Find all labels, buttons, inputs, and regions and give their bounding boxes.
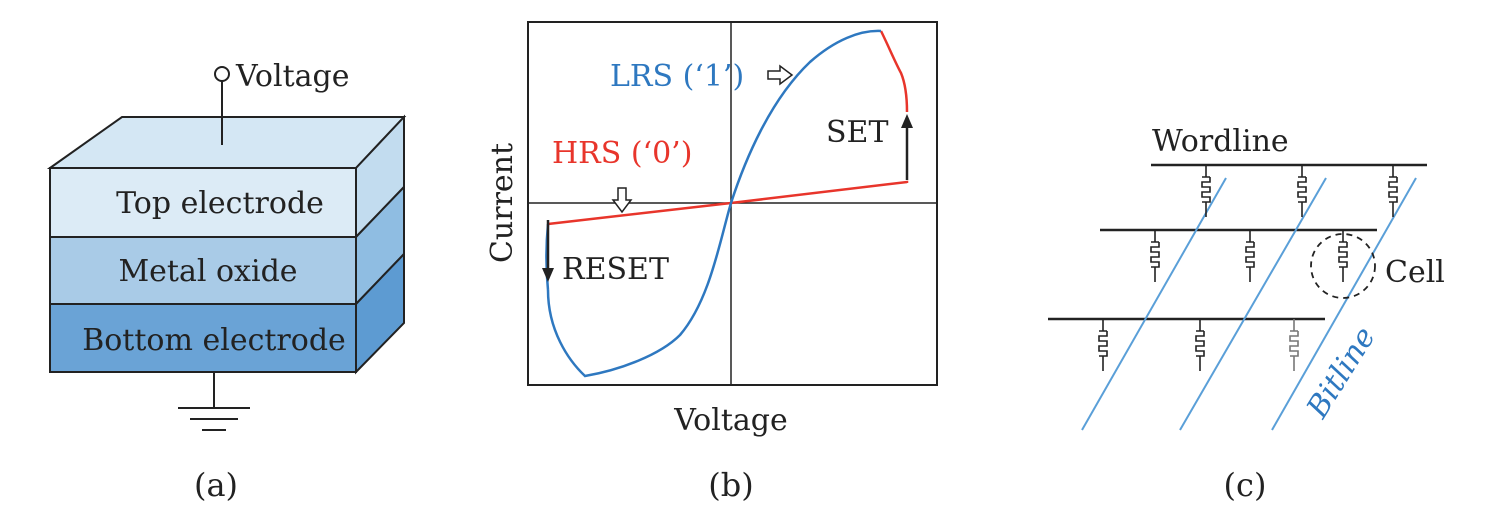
bitline-label: Bitline	[1300, 321, 1383, 425]
resistor-cell-icon	[1297, 165, 1307, 217]
cell-label: Cell	[1385, 255, 1445, 290]
caption-c: (c)	[1224, 466, 1267, 504]
lrs-label: LRS (‘1’)	[610, 59, 744, 94]
hrs-pointer-arrow-icon	[611, 187, 633, 214]
voltage-terminal-icon	[214, 66, 230, 82]
caption-b: (b)	[708, 466, 753, 504]
resistor-cell-icon	[1150, 230, 1160, 282]
resistor-cell-icon	[1245, 230, 1255, 282]
top-electrode-label: Top electrode	[116, 186, 324, 221]
bitline-3	[1271, 177, 1417, 431]
resistor-cell-icon	[1195, 319, 1205, 371]
reset-arrow-head	[542, 268, 554, 282]
panel-b: LRS (‘1’) HRS (‘0’) SET RESET Voltage Cu…	[485, 21, 938, 504]
reset-label: RESET	[562, 252, 669, 287]
set-arrow-head	[901, 114, 913, 128]
bottom-electrode-label: Bottom electrode	[82, 323, 346, 358]
lrs-pointer-arrow-icon	[767, 64, 794, 86]
x-axis-label: Voltage	[673, 403, 787, 438]
stack-top-face	[46, 116, 407, 169]
wordline-label: Wordline	[1152, 124, 1289, 159]
ground-icon	[178, 372, 250, 431]
lrs-curve	[546, 29, 882, 378]
caption-a: (a)	[194, 466, 238, 504]
metal-oxide-label: Metal oxide	[118, 254, 297, 289]
bitline-2	[1179, 177, 1327, 431]
resistor-cell-icon	[1338, 230, 1348, 282]
bitline-1	[1081, 177, 1227, 431]
hrs-curve	[547, 180, 909, 226]
panel-a: Voltage Top electrode Metal oxide Bottom…	[46, 59, 407, 504]
voltage-terminal-label: Voltage	[235, 59, 349, 94]
hrs-label: HRS (‘0’)	[552, 136, 692, 171]
bottom-electrode-layer	[49, 303, 357, 373]
resistor-cell-icon	[1201, 165, 1211, 217]
metal-oxide-layer	[49, 236, 357, 305]
resistor-cell-icon	[1388, 165, 1398, 217]
set-transition-curve	[879, 30, 909, 113]
cell-array	[1098, 165, 1398, 371]
y-axis-label: Current	[485, 143, 520, 263]
cell-highlight-circle	[1310, 233, 1376, 299]
panel-c: Wordline Cell Bitline (c)	[1048, 124, 1445, 504]
resistor-cell-icon	[1289, 319, 1299, 371]
set-label: SET	[826, 115, 888, 150]
resistor-cell-icon	[1098, 319, 1108, 371]
